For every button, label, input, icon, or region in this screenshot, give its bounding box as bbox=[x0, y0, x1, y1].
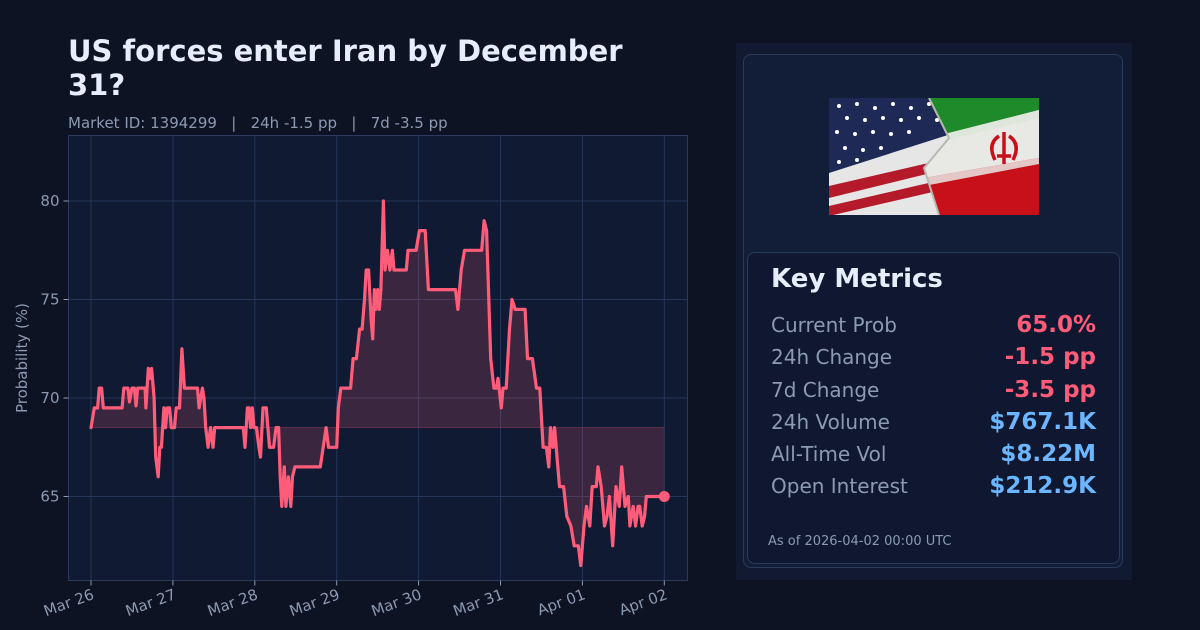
x-tick-label: Mar 26 bbox=[41, 585, 96, 620]
metric-value: -1.5 pp bbox=[1004, 344, 1096, 370]
us-iran-flags-icon bbox=[829, 98, 1039, 215]
area-fill bbox=[91, 201, 665, 566]
metric-label: Current Prob bbox=[771, 313, 897, 337]
y-tick-label: 65 bbox=[40, 488, 59, 506]
metric-label: Open Interest bbox=[771, 474, 908, 498]
metric-label: 24h Volume bbox=[771, 410, 890, 434]
page-title: US forces enter Iran by December 31? bbox=[68, 34, 623, 102]
metric-label: All-Time Vol bbox=[771, 442, 887, 466]
x-tick-label: Apr 02 bbox=[617, 585, 670, 619]
key-metrics-card bbox=[747, 252, 1120, 564]
y-axis-ticks: 65 70 75 80 bbox=[40, 192, 69, 506]
metric-value: $8.22M bbox=[1000, 441, 1096, 467]
key-metrics-title: Key Metrics bbox=[771, 264, 943, 294]
y-tick-label: 70 bbox=[40, 389, 59, 407]
metric-label: 7d Change bbox=[771, 378, 880, 402]
metric-row-24h-change: 24h Change -1.5 pp bbox=[771, 342, 1096, 372]
metric-label: 24h Change bbox=[771, 345, 893, 369]
plot-area bbox=[68, 135, 688, 581]
market-image bbox=[829, 98, 1039, 215]
metric-row-open-interest: Open Interest $212.9K bbox=[771, 471, 1096, 501]
x-tick-label: Mar 31 bbox=[451, 585, 506, 620]
metric-row-current-prob: Current Prob 65.0% bbox=[771, 310, 1096, 340]
y-tick-label: 75 bbox=[40, 291, 59, 309]
x-axis-ticks: Mar 26 Mar 27 Mar 28 Mar 29 Mar 30 Mar 31 Apr … bbox=[41, 580, 670, 620]
x-tick-label: Mar 29 bbox=[287, 585, 342, 620]
metric-value: $767.1K bbox=[989, 409, 1096, 435]
y-tick-label: 80 bbox=[40, 192, 59, 210]
x-tick-label: Mar 27 bbox=[123, 585, 178, 620]
as-of-timestamp: As of 2026-04-02 00:00 UTC bbox=[768, 534, 952, 549]
probability-line bbox=[89, 199, 666, 568]
metric-row-24h-volume: 24h Volume $767.1K bbox=[771, 407, 1096, 437]
x-tick-label: Mar 28 bbox=[205, 585, 260, 620]
y-axis-title: Probability (%) bbox=[13, 303, 31, 413]
x-tick-label: Mar 30 bbox=[369, 585, 424, 620]
metric-value: 65.0% bbox=[1016, 312, 1096, 338]
metric-row-7d-change: 7d Change -3.5 pp bbox=[771, 375, 1096, 405]
metric-value: $212.9K bbox=[989, 473, 1096, 499]
current-value-marker bbox=[658, 491, 670, 502]
x-tick-label: Apr 01 bbox=[535, 585, 588, 619]
metric-value: -3.5 pp bbox=[1004, 377, 1096, 403]
metric-row-all-time-vol: All-Time Vol $8.22M bbox=[771, 439, 1096, 469]
grid-lines bbox=[68, 135, 688, 581]
market-subtitle: Market ID: 1394299 | 24h -1.5 pp | 7d -3… bbox=[68, 114, 448, 132]
